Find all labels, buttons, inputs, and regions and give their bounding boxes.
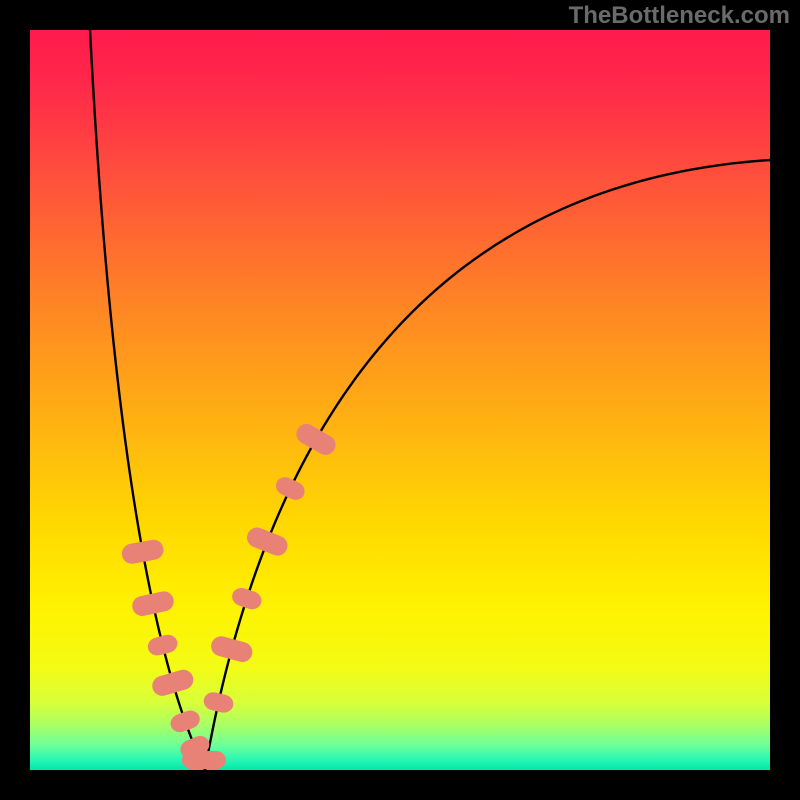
curve-marker	[130, 589, 175, 617]
curve-marker-bottom	[182, 751, 226, 769]
curve-marker	[168, 708, 202, 735]
curve-marker	[146, 633, 179, 658]
curve-marker	[244, 525, 290, 559]
curve-right	[205, 160, 770, 770]
curve-layer	[30, 30, 770, 770]
curve-marker	[293, 420, 339, 458]
curve-marker	[202, 690, 235, 714]
curve-markers	[120, 420, 339, 769]
curve-left	[90, 30, 205, 770]
watermark-text: TheBottleneck.com	[569, 2, 790, 30]
curve-marker	[120, 538, 165, 565]
curve-marker	[230, 585, 264, 611]
curve-marker	[273, 474, 308, 503]
chart-stage: TheBottleneck.com	[0, 0, 800, 800]
curve-marker	[150, 667, 196, 698]
curve-marker	[209, 634, 255, 664]
plot-area	[30, 30, 770, 770]
